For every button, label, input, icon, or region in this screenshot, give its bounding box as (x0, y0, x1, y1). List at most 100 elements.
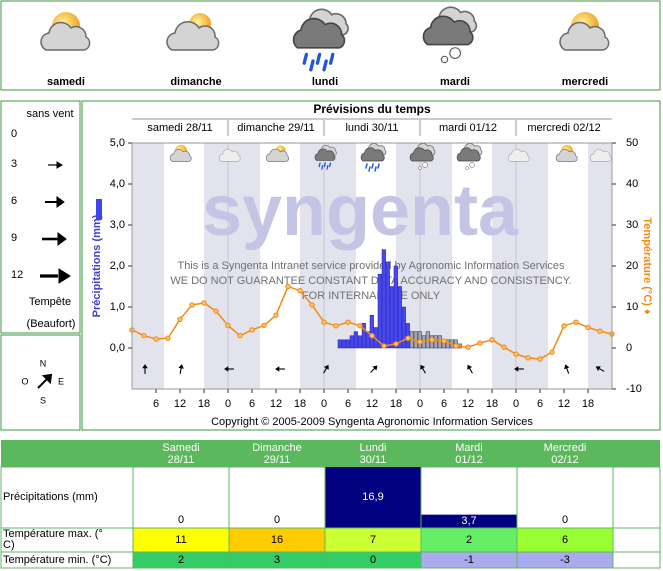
cell-border (516, 551, 614, 569)
wind-unit: (Beaufort) (27, 318, 76, 330)
precip-cell-bar (325, 467, 421, 528)
compass-arrow (37, 373, 53, 389)
temperature-point (417, 339, 423, 345)
day-header: mercredi 02/12 (527, 122, 600, 134)
temperature-point (465, 344, 471, 350)
y2-tick-label: 0 (626, 342, 632, 354)
y2-tick-label: -10 (626, 383, 642, 395)
day-header: dimanche 29/11 (237, 122, 314, 134)
column-date: 28/11 (168, 454, 195, 466)
temperature-point (237, 333, 243, 339)
wind-legend-panel (0, 100, 81, 334)
precip-bar (393, 265, 398, 349)
wind-title: sans vent (26, 108, 73, 120)
y-tick-label: 4,0 (110, 178, 125, 190)
temperature-point (225, 322, 231, 329)
temperature-point (141, 333, 147, 339)
temperature-point (585, 324, 591, 331)
temperature-point (273, 312, 279, 318)
column-day: Lundi (360, 442, 387, 454)
x-tick-label: 0 (417, 398, 423, 410)
precip-bar (349, 335, 354, 349)
cell-value: 2 (466, 534, 472, 546)
compass-n: N (40, 358, 47, 368)
precip-bar (361, 323, 366, 349)
x-tick-label: 18 (582, 398, 594, 410)
cell-value: -3 (560, 554, 570, 566)
x-tick-label: 0 (321, 398, 327, 410)
x-tick-label: 18 (198, 398, 210, 410)
cell-border (516, 527, 614, 553)
temperature-point (429, 337, 435, 343)
x-tick-label: 6 (153, 398, 159, 410)
precip-cell-bar (421, 514, 517, 528)
wind-scale-label: 3 (11, 158, 17, 170)
x-tick-label: 0 (225, 398, 231, 410)
column-day: Mercredi (544, 442, 587, 454)
x-tick-label: 12 (174, 398, 186, 410)
precip-bar (337, 339, 342, 349)
x-tick-label: 6 (441, 398, 447, 410)
notice: FOR INTERNAL USE ONLY (302, 290, 441, 302)
cell-value: 6 (562, 534, 568, 546)
x-tick-label: 18 (486, 398, 498, 410)
temperature-point (345, 319, 351, 325)
column-day: Dimanche (252, 442, 302, 454)
x-tick-label: 12 (366, 398, 378, 410)
wind-scale-label: 9 (11, 232, 17, 244)
temperature-point (213, 308, 219, 314)
cell-value: 11 (175, 534, 186, 546)
chart-title: Prévisions du temps (313, 102, 431, 116)
day-label: samedi (47, 76, 85, 88)
temperature-point (153, 336, 159, 342)
temperature-point (453, 343, 459, 349)
precip-bar (345, 339, 350, 349)
wind-legend-arrows (40, 161, 71, 284)
day-header: samedi 28/11 (147, 122, 212, 134)
x-tick-label: 6 (345, 398, 351, 410)
temperature-point (597, 328, 603, 334)
row-label: Précipitations (mm) (3, 491, 98, 503)
temperature-point (513, 351, 519, 357)
day-label: dimanche (170, 76, 221, 88)
y2-axis-title: Température (°C) ♦ (641, 217, 653, 315)
temperature-point (201, 300, 207, 306)
precip-legend-swatch (96, 199, 102, 220)
cell-value: 0 (274, 514, 280, 526)
precip-bar (381, 249, 386, 349)
column-day: Mardi (455, 442, 483, 454)
cell-value: 3,7 (461, 515, 476, 527)
temperature-point (309, 302, 315, 308)
precip-bar (437, 335, 442, 349)
y-tick-label: 5,0 (110, 137, 125, 149)
y2-tick-label: 40 (626, 178, 638, 190)
y-tick-label: 1,0 (110, 301, 125, 313)
temperature-point (525, 355, 531, 361)
day-label: lundi (312, 76, 338, 88)
cell-value: 16,9 (362, 491, 383, 503)
temperature-point (573, 319, 579, 325)
y2-tick-label: 20 (626, 260, 638, 272)
temperature-point (561, 323, 567, 329)
precip-bar (357, 335, 362, 349)
day-header: lundi 30/11 (345, 122, 398, 134)
precip-bar (385, 261, 390, 349)
table-header (1, 440, 660, 467)
temperature-point (285, 283, 291, 290)
temperature-point (501, 344, 507, 350)
temperature-point (381, 343, 387, 349)
row-label: Température min. (°C) (3, 554, 111, 566)
day-label: mardi (440, 76, 470, 88)
x-tick-label: 12 (270, 398, 282, 410)
notice: WE DO NOT GUARANTEE CONSTANT DATA ACCURA… (170, 275, 571, 287)
temperature-point (177, 316, 183, 322)
copyright: Copyright © 2005-2009 Syngenta Agronomic… (211, 416, 533, 428)
column-date: 30/11 (360, 454, 387, 466)
y-tick-label: 0,0 (110, 342, 125, 354)
precip-bar (369, 314, 374, 349)
temperature-point (405, 335, 411, 341)
compass-w: O (21, 376, 28, 386)
cell-value: 16 (271, 534, 283, 546)
temperature-point (189, 302, 195, 308)
